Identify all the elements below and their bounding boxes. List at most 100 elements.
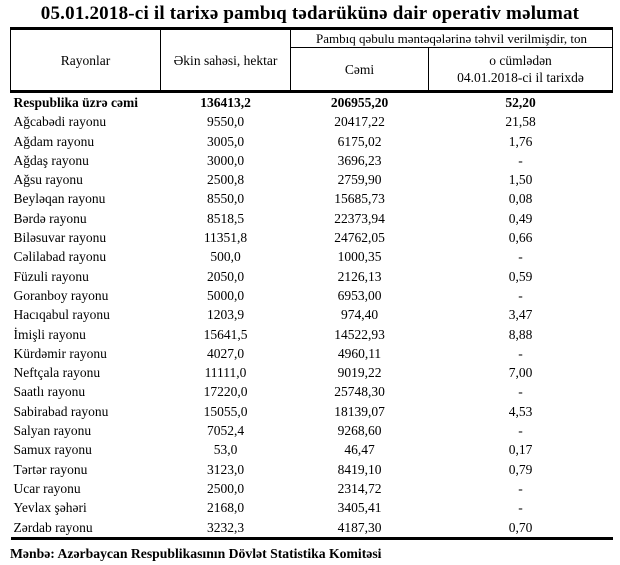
on-date-cell: - bbox=[518, 384, 523, 400]
cotton-procurement-table: Rayonlar Əkin sahəsi, hektar Pambıq qəbu… bbox=[10, 27, 614, 540]
area-cell: 15641,5 bbox=[203, 326, 248, 342]
on-date-cell: - bbox=[518, 152, 523, 168]
table-row: Salyan rayonu 7052,4 9268,60 - bbox=[11, 421, 613, 440]
on-date-cell: - bbox=[518, 287, 523, 303]
page-title: 05.01.2018-ci il tarixə pambıq tədarükün… bbox=[40, 3, 580, 24]
area-cell: 1203,9 bbox=[206, 307, 245, 323]
on-date-cell: - bbox=[518, 345, 523, 361]
total-cell: 6175,02 bbox=[337, 133, 382, 149]
region-cell: Ağdam rayonu bbox=[13, 133, 95, 149]
region-cell: Ağdaş rayonu bbox=[13, 152, 89, 168]
total-cell: 22373,94 bbox=[334, 210, 385, 226]
total-cell: 9019,22 bbox=[337, 365, 382, 381]
on-date-cell: - bbox=[518, 249, 523, 265]
table-row: Yevlax şəhəri 2168,0 3405,41 - bbox=[11, 498, 613, 517]
table-row: Ağcabədi rayonu 9550,0 20417,22 21,58 bbox=[11, 112, 613, 131]
total-cell: 4187,30 bbox=[337, 519, 382, 535]
table-row: Cəlilabad rayonu 500,0 1000,35 - bbox=[11, 247, 613, 266]
region-cell: Ucar rayonu bbox=[13, 480, 81, 496]
region-cell: Respublika üzrə cəmi bbox=[13, 95, 139, 110]
on-date-cell: 8,88 bbox=[508, 326, 533, 342]
region-cell: Kürdəmir rayonu bbox=[13, 345, 107, 361]
on-date-cell: 52,20 bbox=[505, 95, 536, 110]
on-date-cell: 3,47 bbox=[508, 307, 533, 323]
region-cell: Neftçala rayonu bbox=[13, 365, 101, 381]
table-row: Ağdam rayonu 3005,0 6175,02 1,76 bbox=[11, 132, 613, 151]
region-cell: Ağcabədi rayonu bbox=[13, 114, 107, 130]
total-cell: 2314,72 bbox=[337, 480, 382, 496]
region-cell: Bərdə rayonu bbox=[13, 210, 87, 226]
on-date-cell: 0,59 bbox=[508, 268, 533, 284]
table-body: Respublika üzrə cəmi 136413,2 206955,20 52,… bbox=[11, 92, 613, 539]
area-cell: 3005,0 bbox=[206, 133, 245, 149]
header-total: Cəmi bbox=[290, 47, 429, 92]
total-cell: 2126,13 bbox=[337, 268, 382, 284]
region-cell: Samux rayonu bbox=[13, 442, 92, 458]
table-row: Goranboy rayonu 5000,0 6953,00 - bbox=[11, 286, 613, 305]
on-date-cell: 1,50 bbox=[508, 172, 533, 188]
on-date-cell: 4,53 bbox=[508, 403, 533, 419]
on-date-cell: - bbox=[518, 500, 523, 516]
table-row: Respublika üzrə cəmi 136413,2 206955,20 52,… bbox=[11, 92, 613, 113]
region-cell: Beyləqan rayonu bbox=[13, 191, 106, 207]
total-cell: 20417,22 bbox=[334, 114, 385, 130]
header-on-date-line2: 04.01.2018-ci il tarixdə bbox=[457, 70, 584, 85]
area-cell: 500,0 bbox=[210, 249, 241, 265]
total-cell: 974,40 bbox=[340, 307, 379, 323]
area-cell: 9550,0 bbox=[206, 114, 245, 130]
header-districts: Rayonlar bbox=[10, 28, 161, 92]
on-date-cell: - bbox=[518, 423, 523, 439]
table-row: Ağsu rayonu 2500,8 2759,90 1,50 bbox=[11, 170, 613, 189]
area-cell: 5000,0 bbox=[206, 287, 245, 303]
total-cell: 14522,93 bbox=[334, 326, 385, 342]
area-cell: 53,0 bbox=[213, 442, 238, 458]
region-cell: Saatlı rayonu bbox=[13, 384, 86, 400]
on-date-cell: 0,17 bbox=[508, 442, 533, 458]
total-cell: 4960,11 bbox=[337, 345, 382, 361]
region-cell: Biləsuvar rayonu bbox=[13, 230, 107, 246]
region-cell: Salyan rayonu bbox=[13, 423, 92, 439]
source-note: Mənbə: Azərbaycan Respublikasının Dövlət… bbox=[10, 545, 382, 561]
table-row: Ucar rayonu 2500,0 2314,72 - bbox=[11, 479, 613, 498]
on-date-cell: 21,58 bbox=[505, 114, 536, 130]
table-row: Sabirabad rayonu 15055,0 18139,07 4,53 bbox=[11, 402, 613, 421]
area-cell: 3123,0 bbox=[206, 461, 245, 477]
table-header: Rayonlar Əkin sahəsi, hektar Pambıq qəbu… bbox=[10, 28, 614, 92]
on-date-cell: 0,70 bbox=[508, 519, 533, 535]
total-cell: 24762,05 bbox=[334, 230, 385, 246]
on-date-cell: 0,08 bbox=[508, 191, 533, 207]
table-row: Ağdaş rayonu 3000,0 3696,23 - bbox=[11, 151, 613, 170]
table-row: Beyləqan rayonu 8550,0 15685,73 0,08 bbox=[11, 189, 613, 208]
area-cell: 8550,0 bbox=[206, 191, 245, 207]
area-cell: 2050,0 bbox=[206, 268, 245, 284]
region-cell: Tərtər rayonu bbox=[13, 461, 88, 477]
table-row: Zərdab rayonu 3232,3 4187,30 0,70 bbox=[11, 518, 613, 539]
table-row: Füzuli rayonu 2050,0 2126,13 0,59 bbox=[11, 267, 613, 286]
region-cell: Hacıqabul rayonu bbox=[13, 307, 110, 323]
header-sown-area: Əkin sahəsi, hektar bbox=[160, 28, 291, 92]
on-date-cell: - bbox=[518, 480, 523, 496]
total-cell: 25748,30 bbox=[334, 384, 385, 400]
region-cell: Cəlilabad rayonu bbox=[13, 249, 107, 265]
on-date-cell: 1,76 bbox=[508, 133, 533, 149]
region-cell: Füzuli rayonu bbox=[13, 268, 89, 284]
total-cell: 206955,20 bbox=[330, 95, 389, 110]
table-row: Biləsuvar rayonu 11351,8 24762,05 0,66 bbox=[11, 228, 613, 247]
on-date-cell: 7,00 bbox=[508, 365, 533, 381]
table-row: Tərtər rayonu 3123,0 8419,10 0,79 bbox=[11, 460, 613, 479]
total-cell: 46,47 bbox=[344, 442, 375, 458]
on-date-cell: 0,79 bbox=[508, 461, 533, 477]
area-cell: 4027,0 bbox=[206, 345, 245, 361]
table-row: Kürdəmir rayonu 4027,0 4960,11 - bbox=[11, 344, 613, 363]
header-delivered-group: Pambıq qəbulu məntəqələrinə təhvil veril… bbox=[289, 28, 614, 48]
total-cell: 2759,90 bbox=[337, 172, 382, 188]
on-date-cell: 0,66 bbox=[508, 230, 533, 246]
area-cell: 15055,0 bbox=[203, 403, 248, 419]
region-cell: Yevlax şəhəri bbox=[13, 500, 87, 516]
table-row: Bərdə rayonu 8518,5 22373,94 0,49 bbox=[11, 209, 613, 228]
region-cell: Sabirabad rayonu bbox=[13, 403, 109, 419]
table-row: İmişli rayonu 15641,5 14522,93 8,88 bbox=[11, 325, 613, 344]
region-cell: Zərdab rayonu bbox=[13, 519, 93, 535]
total-cell: 1000,35 bbox=[337, 249, 382, 265]
